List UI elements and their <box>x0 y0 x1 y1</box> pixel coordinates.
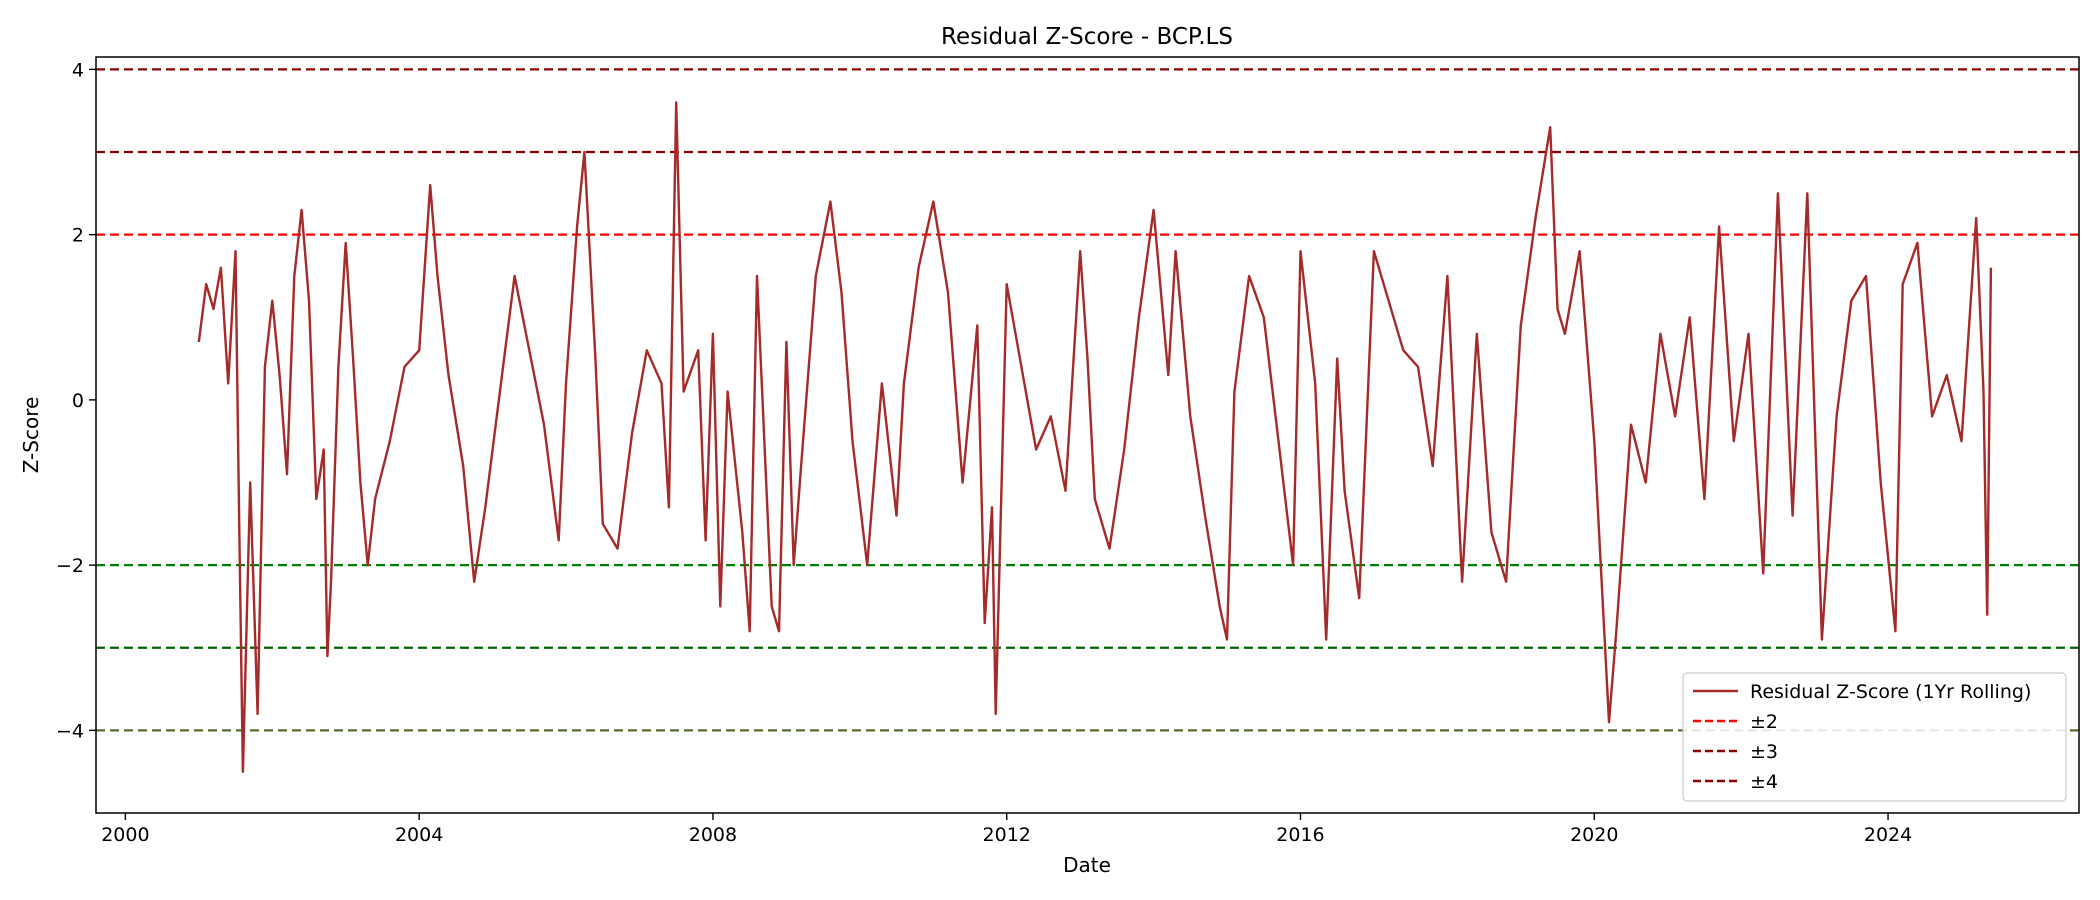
series-layer <box>197 101 1993 773</box>
x-tick-label: 2016 <box>1276 824 1324 846</box>
y-axis-label: Z-Score <box>19 397 43 474</box>
plot-frame <box>95 56 2080 814</box>
legend-label-4: ±4 <box>1750 771 1778 793</box>
x-tick-label: 2012 <box>983 824 1031 846</box>
legend: Residual Z-Score (1Yr Rolling) ±2 ±3 ±4 <box>1682 672 2067 802</box>
y-tick-label: 0 <box>72 390 84 412</box>
y-tick-label: −4 <box>56 720 84 742</box>
chart-title: Residual Z-Score - BCP.LS <box>941 24 1233 50</box>
legend-box <box>1682 672 2067 802</box>
series-line-zscore <box>197 101 1993 773</box>
x-tick-label: 2004 <box>395 824 443 846</box>
x-axis: 2000 2004 2008 2012 2016 2020 2024 <box>101 813 1912 846</box>
x-tick-label: 2020 <box>1570 824 1618 846</box>
legend-label-3: ±3 <box>1750 741 1778 763</box>
legend-label-2: ±2 <box>1750 711 1778 733</box>
x-axis-label: Date <box>1063 853 1111 877</box>
y-tick-label: 4 <box>72 59 84 81</box>
y-axis: 4 2 0 −2 −4 <box>56 59 96 742</box>
x-tick-label: 2008 <box>689 824 737 846</box>
y-tick-label: 2 <box>72 225 84 247</box>
x-tick-label: 2024 <box>1864 824 1912 846</box>
x-tick-label: 2000 <box>101 824 149 846</box>
legend-label-zscore: Residual Z-Score (1Yr Rolling) <box>1750 681 2031 703</box>
y-tick-label: −2 <box>56 555 84 577</box>
